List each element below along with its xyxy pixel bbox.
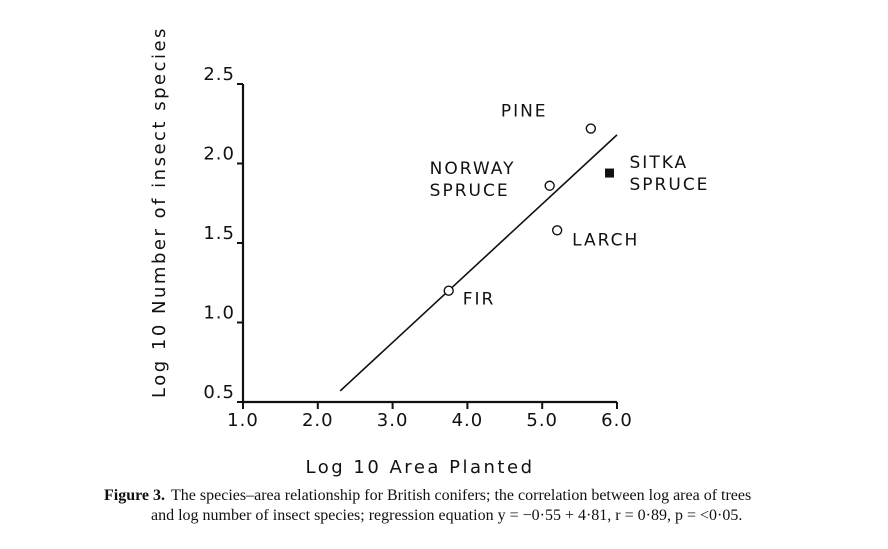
point-label-sitka-spruce: SITKA xyxy=(630,153,689,173)
x-tick-label: 3.0 xyxy=(377,410,409,431)
axes xyxy=(237,83,618,409)
figure-caption: Figure 3. The species–area relationship f… xyxy=(104,486,884,526)
point-label-norway-spruce: NORWAY xyxy=(430,159,516,179)
x-tick-label: 4.0 xyxy=(452,410,484,431)
data-point-pine xyxy=(585,123,597,134)
data-point-norway-spruce xyxy=(544,180,555,191)
point-label-larch: LARCH xyxy=(572,230,639,250)
data-point-sitka-spruce xyxy=(605,168,615,178)
data-points xyxy=(443,123,615,296)
point-label-sitka-spruce: SPRUCE xyxy=(630,175,710,195)
x-tick-label: 1.0 xyxy=(227,410,259,431)
caption-line-2: and log number of insect species; regres… xyxy=(151,507,743,524)
y-tick-label: 1.5 xyxy=(203,223,235,244)
x-axis-title: Log 10 Area Planted xyxy=(306,457,535,478)
caption-line-1: The species–area relationship for Britis… xyxy=(171,487,752,504)
x-tick-label: 6.0 xyxy=(601,410,633,431)
x-tick-label: 5.0 xyxy=(526,410,558,431)
point-label-pine: PINE xyxy=(501,102,548,122)
tick-labels: 1.0 2.0 3.0 4.0 5.0 6.0 0.5 1.0 1.5 2.0 2.5 xyxy=(203,64,633,431)
point-label-fir: FIR xyxy=(463,290,496,310)
x-tick-label: 2.0 xyxy=(302,410,334,431)
y-tick-label: 0.5 xyxy=(203,382,235,403)
y-axis-title: Log 10 Number of insect species xyxy=(149,26,170,398)
data-point-larch xyxy=(551,225,563,236)
data-point-fir xyxy=(443,285,454,296)
y-tick-label: 2.0 xyxy=(203,144,235,165)
y-tick-label: 1.0 xyxy=(203,303,235,324)
regression-line xyxy=(339,134,618,392)
regression-line-group xyxy=(339,134,618,392)
figure-number: Figure 3. xyxy=(104,487,166,504)
point-label-norway-spruce: SPRUCE xyxy=(430,181,510,201)
y-tick-label: 2.5 xyxy=(203,64,235,85)
